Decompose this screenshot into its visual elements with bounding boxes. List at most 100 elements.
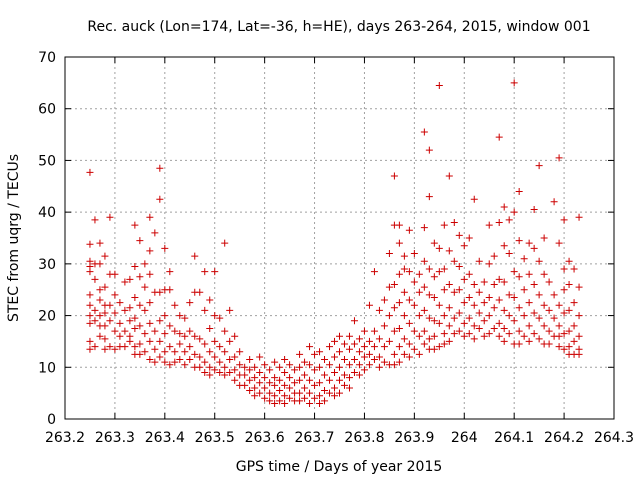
data-point: [316, 363, 324, 371]
data-point: [86, 268, 94, 276]
data-point: [261, 394, 269, 402]
data-point: [86, 345, 94, 353]
data-point: [106, 317, 114, 325]
data-point: [206, 296, 214, 304]
data-point: [131, 314, 139, 322]
data-point: [375, 335, 383, 343]
data-point: [191, 252, 199, 260]
data-point: [151, 327, 159, 335]
data-point: [355, 361, 363, 369]
data-point: [450, 218, 458, 226]
data-point: [515, 237, 523, 245]
data-point: [420, 340, 428, 348]
data-point: [440, 286, 448, 294]
data-point: [241, 381, 249, 389]
data-point: [360, 366, 368, 374]
data-point: [226, 356, 234, 364]
data-point: [226, 368, 234, 376]
data-point: [316, 348, 324, 356]
data-point: [480, 332, 488, 340]
data-point: [400, 350, 408, 358]
data-point: [336, 389, 343, 397]
data-point: [306, 389, 314, 397]
data-point: [555, 239, 563, 247]
y-tick-label: 30: [38, 257, 56, 273]
x-tick-labels: 263.2 263.3 263.4 263.5 263.6 263.7 263.8 263.9…: [45, 430, 634, 446]
data-point: [201, 306, 209, 314]
data-point: [226, 337, 234, 345]
data-point: [380, 358, 388, 366]
data-point: [540, 234, 548, 242]
data-point: [440, 330, 448, 338]
data-point: [535, 291, 543, 299]
data-point: [156, 353, 164, 361]
y-tick-label: 50: [38, 153, 56, 169]
data-point: [211, 337, 219, 345]
data-point: [555, 343, 563, 351]
data-point: [460, 332, 468, 340]
data-point: [171, 358, 179, 366]
data-point: [166, 268, 174, 276]
data-point: [500, 337, 508, 345]
data-point: [520, 312, 528, 320]
data-point: [141, 260, 149, 268]
data-point: [540, 322, 548, 330]
data-point: [336, 363, 343, 371]
data-point: [505, 216, 513, 224]
data-point: [111, 345, 119, 353]
data-point: [355, 371, 363, 379]
data-point: [415, 350, 423, 358]
x-tick-label: 264: [451, 430, 478, 446]
data-point: [156, 164, 164, 172]
data-point: [331, 337, 339, 345]
data-point: [281, 368, 289, 376]
y-axis-label: STEC from uqrg / TECUs: [6, 154, 22, 322]
data-point: [246, 376, 254, 384]
data-point: [525, 299, 533, 307]
data-point: [101, 309, 109, 317]
data-point: [465, 330, 473, 338]
data-point: [400, 265, 408, 273]
data-point: [201, 268, 209, 276]
data-point: [480, 299, 488, 307]
data-point: [440, 340, 448, 348]
data-point: [186, 343, 194, 351]
data-point: [326, 343, 334, 351]
data-point: [271, 392, 279, 400]
data-point: [176, 330, 184, 338]
data-point: [350, 317, 358, 325]
data-point: [196, 288, 204, 296]
data-point: [246, 356, 254, 364]
data-point: [360, 343, 368, 351]
data-point: [146, 337, 154, 345]
data-point: [370, 343, 378, 351]
x-axis-label: GPS time / Days of year 2015: [236, 459, 443, 475]
data-point: [410, 345, 418, 353]
data-point: [515, 327, 523, 335]
data-point: [345, 332, 353, 340]
data-point: [271, 381, 279, 389]
data-point: [231, 376, 239, 384]
data-point: [91, 275, 99, 283]
data-point: [301, 358, 309, 366]
data-point: [296, 350, 304, 358]
data-point: [525, 337, 533, 345]
data-point: [560, 345, 568, 353]
data-point: [251, 363, 259, 371]
data-point: [111, 327, 119, 335]
data-point: [216, 358, 224, 366]
data-point: [395, 358, 403, 366]
data-point: [206, 371, 214, 379]
data-point: [241, 363, 249, 371]
data-point: [540, 270, 548, 278]
data-point: [96, 312, 104, 320]
data-point: [231, 353, 239, 361]
data-point: [331, 368, 339, 376]
data-point: [535, 257, 543, 265]
data-point: [126, 337, 134, 345]
data-point: [326, 376, 334, 384]
data-point: [425, 146, 433, 154]
data-point: [291, 366, 299, 374]
data-point: [570, 265, 578, 273]
